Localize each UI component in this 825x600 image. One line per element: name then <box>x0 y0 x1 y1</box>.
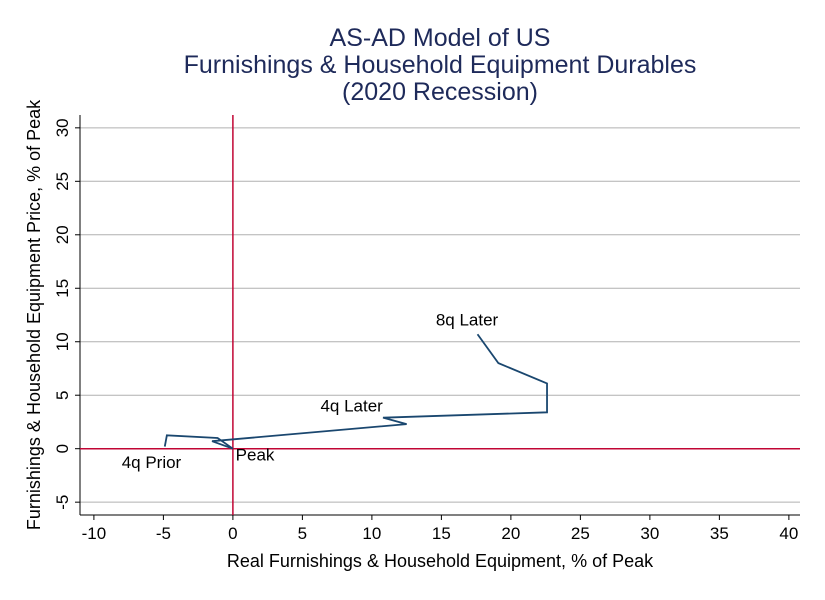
x-tick-label: 15 <box>432 524 451 543</box>
y-tick-label: 25 <box>53 172 72 191</box>
annotation: 4q Later <box>320 396 383 415</box>
annotation: 4q Prior <box>122 453 182 472</box>
x-tick-label: 10 <box>362 524 381 543</box>
x-tick-label: -10 <box>82 524 107 543</box>
annotation: 8q Later <box>436 311 499 330</box>
x-tick-label: 5 <box>298 524 307 543</box>
y-tick-label: -5 <box>53 495 72 510</box>
y-tick-label: 20 <box>53 225 72 244</box>
chart-title-line: Furnishings & Household Equipment Durabl… <box>184 51 697 79</box>
x-axis-label: Real Furnishings & Household Equipment, … <box>227 551 654 571</box>
x-tick-label: 0 <box>228 524 237 543</box>
y-tick-label: 30 <box>53 118 72 137</box>
y-tick-label: 5 <box>53 390 72 399</box>
x-tick-label: 30 <box>640 524 659 543</box>
series-line <box>163 333 548 450</box>
x-tick-label: 40 <box>779 524 798 543</box>
y-tick-label: 10 <box>53 332 72 351</box>
y-axis-label: Furnishings & Household Equipment Price,… <box>24 99 44 530</box>
chart-title-line: AS-AD Model of US <box>330 24 551 52</box>
x-tick-label: 35 <box>710 524 729 543</box>
x-tick-label: 25 <box>571 524 590 543</box>
x-tick-label: 20 <box>501 524 520 543</box>
x-tick-label: -5 <box>156 524 171 543</box>
y-tick-label: 15 <box>53 279 72 298</box>
annotation: Peak <box>236 445 275 464</box>
y-tick-label: 0 <box>53 444 72 453</box>
chart-title-line: (2020 Recession) <box>342 78 538 106</box>
